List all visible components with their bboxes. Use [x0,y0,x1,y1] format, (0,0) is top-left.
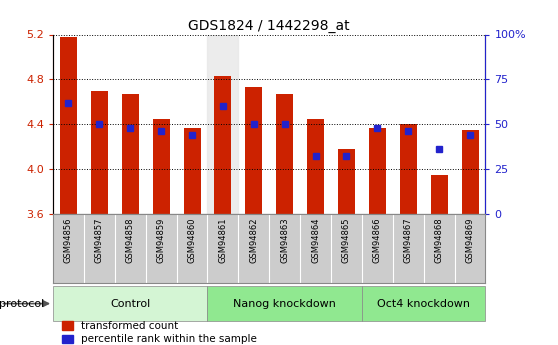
Bar [276,94,293,214]
Bar [214,76,232,214]
Text: GSM94860: GSM94860 [187,217,196,263]
Bar [53,286,208,321]
Text: protocol: protocol [0,299,45,308]
Text: GSM94862: GSM94862 [249,217,258,263]
Title: GDS1824 / 1442298_at: GDS1824 / 1442298_at [189,19,350,33]
Text: GSM94858: GSM94858 [126,217,134,263]
Bar [122,94,139,214]
Bar [369,128,386,214]
Text: GSM94865: GSM94865 [342,217,351,263]
Text: GSM94867: GSM94867 [404,217,413,263]
Bar [307,119,324,214]
Bar [338,149,355,214]
Bar [431,175,448,214]
Text: GSM94863: GSM94863 [280,217,289,263]
Bar [208,34,238,214]
Text: GSM94869: GSM94869 [465,217,474,263]
Text: GSM94866: GSM94866 [373,217,382,263]
Bar [400,124,417,214]
Text: GSM94864: GSM94864 [311,217,320,263]
Text: GSM94861: GSM94861 [218,217,228,263]
Text: GSM94868: GSM94868 [435,217,444,263]
Text: GSM94856: GSM94856 [64,217,73,263]
Text: Control: Control [110,299,150,308]
Bar [461,130,479,214]
Text: GSM94857: GSM94857 [95,217,104,263]
Bar [153,119,170,214]
Bar [60,37,77,214]
Text: Oct4 knockdown: Oct4 knockdown [377,299,470,308]
Bar [246,87,262,214]
Bar [91,91,108,214]
Bar [184,128,200,214]
Bar [208,286,362,321]
Bar [362,286,485,321]
Text: GSM94859: GSM94859 [157,217,166,263]
Legend: transformed count, percentile rank within the sample: transformed count, percentile rank withi… [58,317,261,345]
Text: Nanog knockdown: Nanog knockdown [233,299,336,308]
